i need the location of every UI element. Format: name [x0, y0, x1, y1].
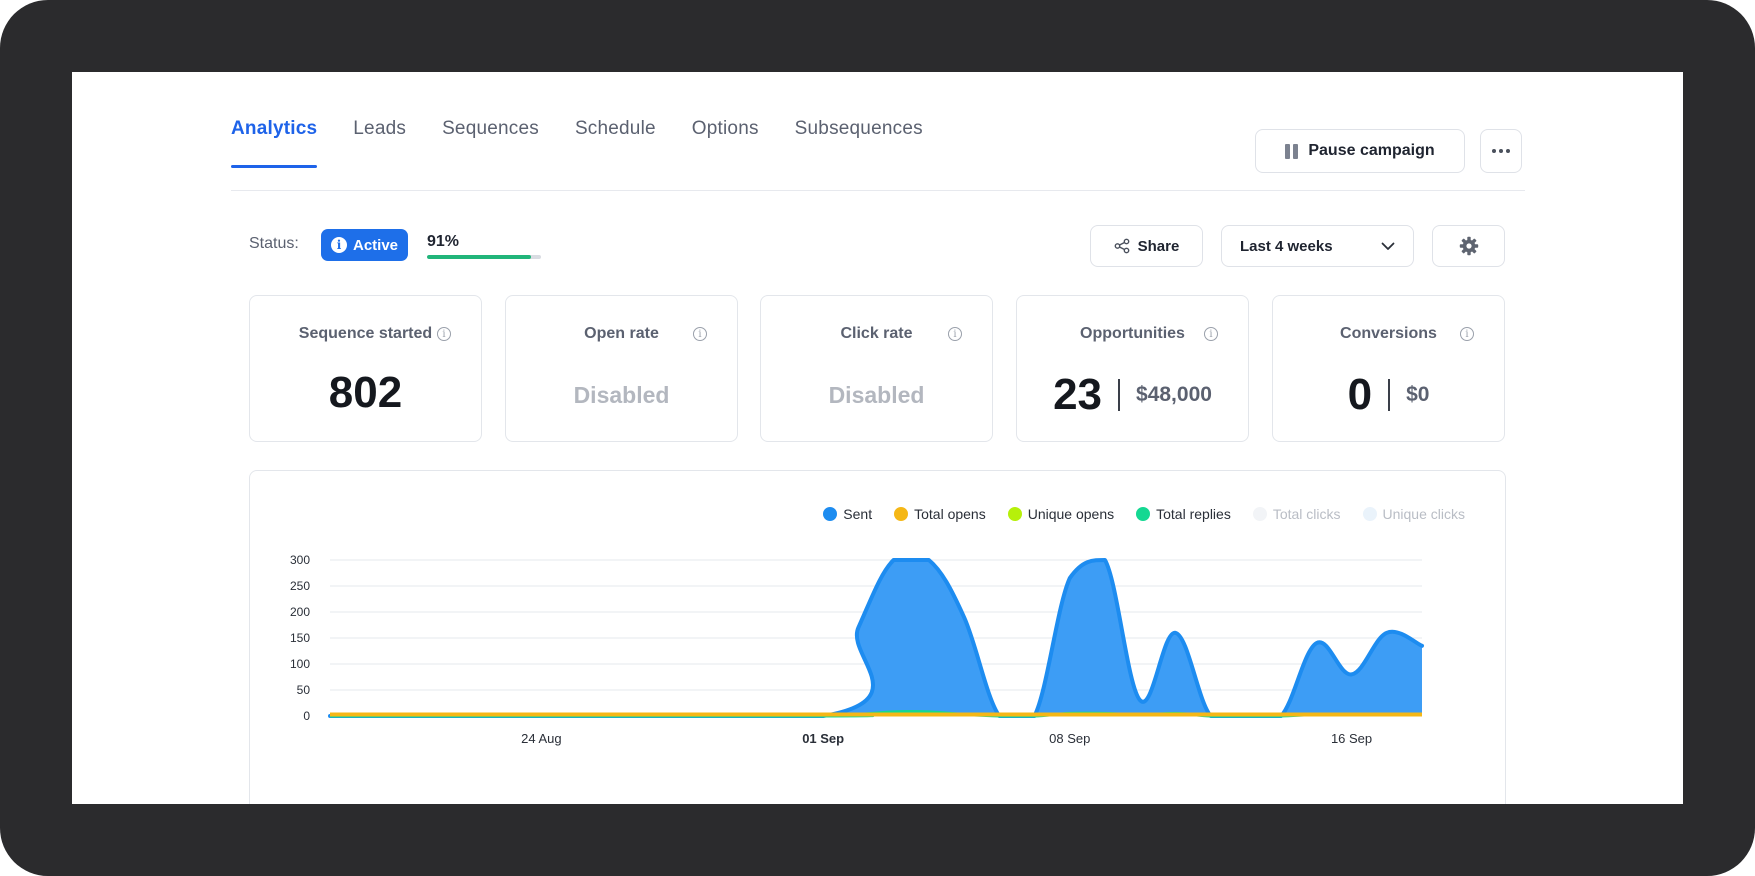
metric-value: Disabled: [573, 382, 670, 408]
settings-button[interactable]: [1432, 225, 1505, 267]
legend-swatch: [894, 507, 909, 521]
date-range-select[interactable]: Last 4 weeks: [1221, 225, 1414, 267]
chevron-down-icon: [1381, 242, 1395, 250]
metric-value: Disabled: [828, 382, 925, 408]
share-button[interactable]: Share: [1090, 225, 1203, 267]
x-tick-label: 08 Sep: [1049, 731, 1090, 746]
legend-item-unique-opens[interactable]: Unique opens: [1007, 506, 1115, 522]
legend-swatch: [1362, 507, 1377, 521]
metric-title: Click rate: [840, 325, 913, 342]
metric-value-split: 0 $0: [1273, 370, 1504, 420]
legend-label: Unique opens: [1027, 506, 1115, 522]
legend-item-unique-clicks[interactable]: Unique clicks: [1362, 506, 1465, 522]
progress-percent: 91%: [427, 233, 460, 250]
info-icon[interactable]: i: [948, 327, 962, 341]
chart-legend: Sent Total opens Unique opens Total replies…: [823, 506, 1465, 522]
y-tick-label: 50: [297, 683, 311, 697]
metric-card-conversions: Conversions i 0 $0: [1272, 295, 1505, 442]
x-tick-label: 16 Sep: [1331, 731, 1372, 746]
legend-item-total-clicks[interactable]: Total clicks: [1252, 506, 1341, 522]
info-icon: i: [331, 237, 347, 253]
metric-amount: $0: [1406, 383, 1430, 406]
tab-analytics[interactable]: Analytics: [231, 118, 335, 168]
metric-title: Sequence started: [298, 325, 433, 342]
legend-swatch: [823, 507, 838, 521]
legend-swatch: [1136, 507, 1151, 521]
series-sent-line: [328, 558, 1424, 718]
legend-swatch: [1252, 507, 1267, 521]
legend-label: Total clicks: [1272, 506, 1341, 522]
x-tick-label: 24 Aug: [521, 731, 562, 746]
status-badge[interactable]: i Active: [321, 229, 409, 261]
y-tick-label: 200: [290, 605, 310, 619]
progress-bar-fill: [427, 255, 531, 259]
share-label: Share: [1137, 237, 1180, 255]
info-icon[interactable]: i: [1204, 327, 1218, 341]
metric-value: 802: [328, 368, 403, 417]
metric-title: Opportunities: [1080, 325, 1185, 342]
tab-options[interactable]: Options: [691, 118, 759, 139]
y-tick-label: 100: [290, 657, 310, 671]
y-tick-label: 250: [290, 579, 310, 593]
legend-item-total-opens[interactable]: Total opens: [894, 506, 986, 522]
more-options-button[interactable]: [1480, 129, 1522, 173]
legend-item-sent[interactable]: Sent: [823, 506, 872, 522]
metric-title: Conversions: [1340, 325, 1437, 342]
info-icon[interactable]: i: [693, 327, 707, 341]
y-tick-label: 0: [303, 709, 310, 723]
metric-card-sequence-started: Sequence started i 802: [249, 295, 482, 442]
divider: [1118, 379, 1121, 411]
y-tick-label: 150: [290, 631, 310, 645]
analytics-chart-card: Sent Total opens Unique opens Total replies…: [249, 470, 1506, 804]
y-tick-label: 300: [290, 553, 310, 567]
legend-label: Total replies: [1156, 506, 1231, 522]
pause-icon: [1285, 143, 1299, 159]
more-horizontal-icon: [1492, 149, 1496, 153]
legend-label: Sent: [843, 506, 873, 522]
metric-value-split: 23 $48,000: [1017, 370, 1248, 420]
metric-card-click-rate: Click rate i Disabled: [760, 295, 993, 442]
share-icon: [1114, 238, 1130, 254]
app-screen: Analytics Leads Sequences Schedule Optio…: [72, 72, 1683, 804]
pause-campaign-button[interactable]: Pause campaign: [1255, 129, 1465, 173]
tab-sequences[interactable]: Sequences: [442, 118, 539, 139]
legend-label: Total opens: [914, 506, 986, 522]
metric-amount: $48,000: [1136, 383, 1212, 406]
metric-card-open-rate: Open rate i Disabled: [505, 295, 738, 442]
tabs-divider: [231, 190, 1525, 191]
tab-subsequences[interactable]: Subsequences: [794, 118, 923, 139]
tab-leads[interactable]: Leads: [353, 118, 407, 139]
legend-swatch: [1007, 507, 1022, 521]
info-icon[interactable]: i: [437, 327, 451, 341]
metric-count: 23: [1053, 370, 1103, 419]
legend-item-total-replies[interactable]: Total replies: [1136, 506, 1231, 522]
series-sent-area: [330, 560, 1422, 716]
campaign-tabs: Analytics Leads Sequences Schedule Optio…: [231, 118, 941, 168]
metric-count: 0: [1347, 370, 1373, 419]
x-tick-label: 01 Sep: [802, 731, 844, 746]
date-range-value: Last 4 weeks: [1240, 237, 1333, 255]
status-badge-label: Active: [353, 236, 399, 254]
legend-label: Unique clicks: [1382, 506, 1465, 522]
gear-icon: [1459, 236, 1478, 256]
info-icon[interactable]: i: [1460, 327, 1474, 341]
metric-card-opportunities: Opportunities i 23 $48,000: [1016, 295, 1249, 442]
pause-campaign-label: Pause campaign: [1308, 142, 1435, 159]
analytics-area-chart: 300 250 200 150 100 50 0 24 Aug 01 Sep 08 Sep 16 S…: [290, 553, 1424, 746]
status-label: Status:: [249, 235, 299, 252]
progress-bar: [427, 255, 541, 259]
divider: [1388, 379, 1391, 411]
metric-title: Open rate: [584, 325, 659, 342]
tab-schedule[interactable]: Schedule: [574, 118, 656, 139]
